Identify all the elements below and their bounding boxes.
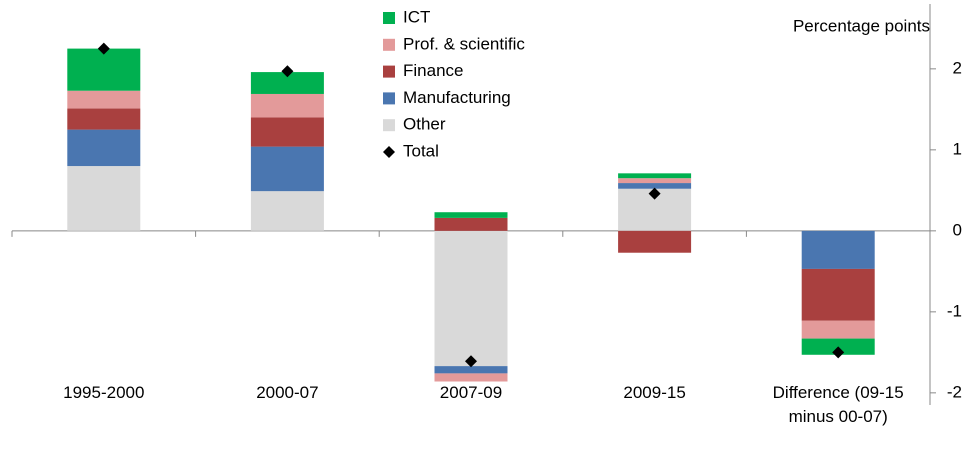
bar-segment bbox=[250, 117, 324, 147]
bar-segment bbox=[801, 230, 875, 269]
legend-label: Manufacturing bbox=[403, 88, 511, 107]
bar-segment bbox=[250, 72, 324, 94]
y-tick-label: 2 bbox=[953, 58, 962, 77]
total-marker bbox=[465, 355, 477, 368]
legend-label: Other bbox=[403, 115, 446, 134]
legend-label: ICT bbox=[403, 7, 430, 26]
bar-segment bbox=[434, 230, 508, 367]
legend-swatch bbox=[383, 38, 395, 51]
legend-label: Total bbox=[403, 141, 439, 160]
bar-segment bbox=[801, 268, 875, 321]
y-tick-label: 0 bbox=[953, 220, 962, 239]
bar-segment bbox=[434, 373, 508, 382]
bar-segment bbox=[67, 48, 141, 91]
x-tick-label: 2009-15 bbox=[623, 383, 686, 402]
legend-label: Prof. & scientific bbox=[403, 34, 525, 53]
y-tick-label: -2 bbox=[947, 382, 962, 401]
bar-segment bbox=[434, 366, 508, 374]
bar-segment bbox=[67, 129, 141, 167]
x-tick-label: Difference (09-15 minus 00-07) bbox=[772, 383, 904, 426]
total-marker bbox=[97, 42, 110, 55]
y-tick-label: -1 bbox=[947, 301, 962, 320]
x-tick-label: 1995-2000 bbox=[63, 383, 145, 402]
bar-segment bbox=[618, 230, 692, 253]
legend-marker bbox=[383, 146, 395, 158]
bar-segment bbox=[618, 178, 692, 184]
bar-segment bbox=[67, 108, 141, 130]
legend-label: Finance bbox=[403, 61, 463, 80]
y-tick-label: 1 bbox=[953, 139, 962, 158]
total-marker bbox=[832, 346, 845, 359]
total-marker bbox=[281, 65, 294, 78]
bar-segment bbox=[67, 90, 141, 109]
bar-segment bbox=[250, 191, 324, 231]
bar-segment bbox=[801, 320, 875, 339]
bar-segment bbox=[250, 146, 324, 192]
legend-swatch bbox=[383, 92, 395, 105]
bar-segment bbox=[618, 183, 692, 189]
x-tick-label: 2000-07 bbox=[256, 383, 319, 402]
x-tick-label: 2007-09 bbox=[439, 383, 503, 402]
legend-swatch bbox=[383, 119, 395, 132]
bar-segment bbox=[618, 173, 692, 179]
bar-segment bbox=[434, 217, 508, 231]
bar-segment bbox=[434, 212, 508, 218]
y-axis-label: Percentage points bbox=[793, 16, 930, 35]
legend-swatch bbox=[383, 12, 395, 24]
total-marker bbox=[648, 187, 661, 200]
legend-swatch bbox=[383, 65, 395, 78]
bar-segment bbox=[250, 93, 324, 118]
bar-segment bbox=[67, 166, 141, 231]
